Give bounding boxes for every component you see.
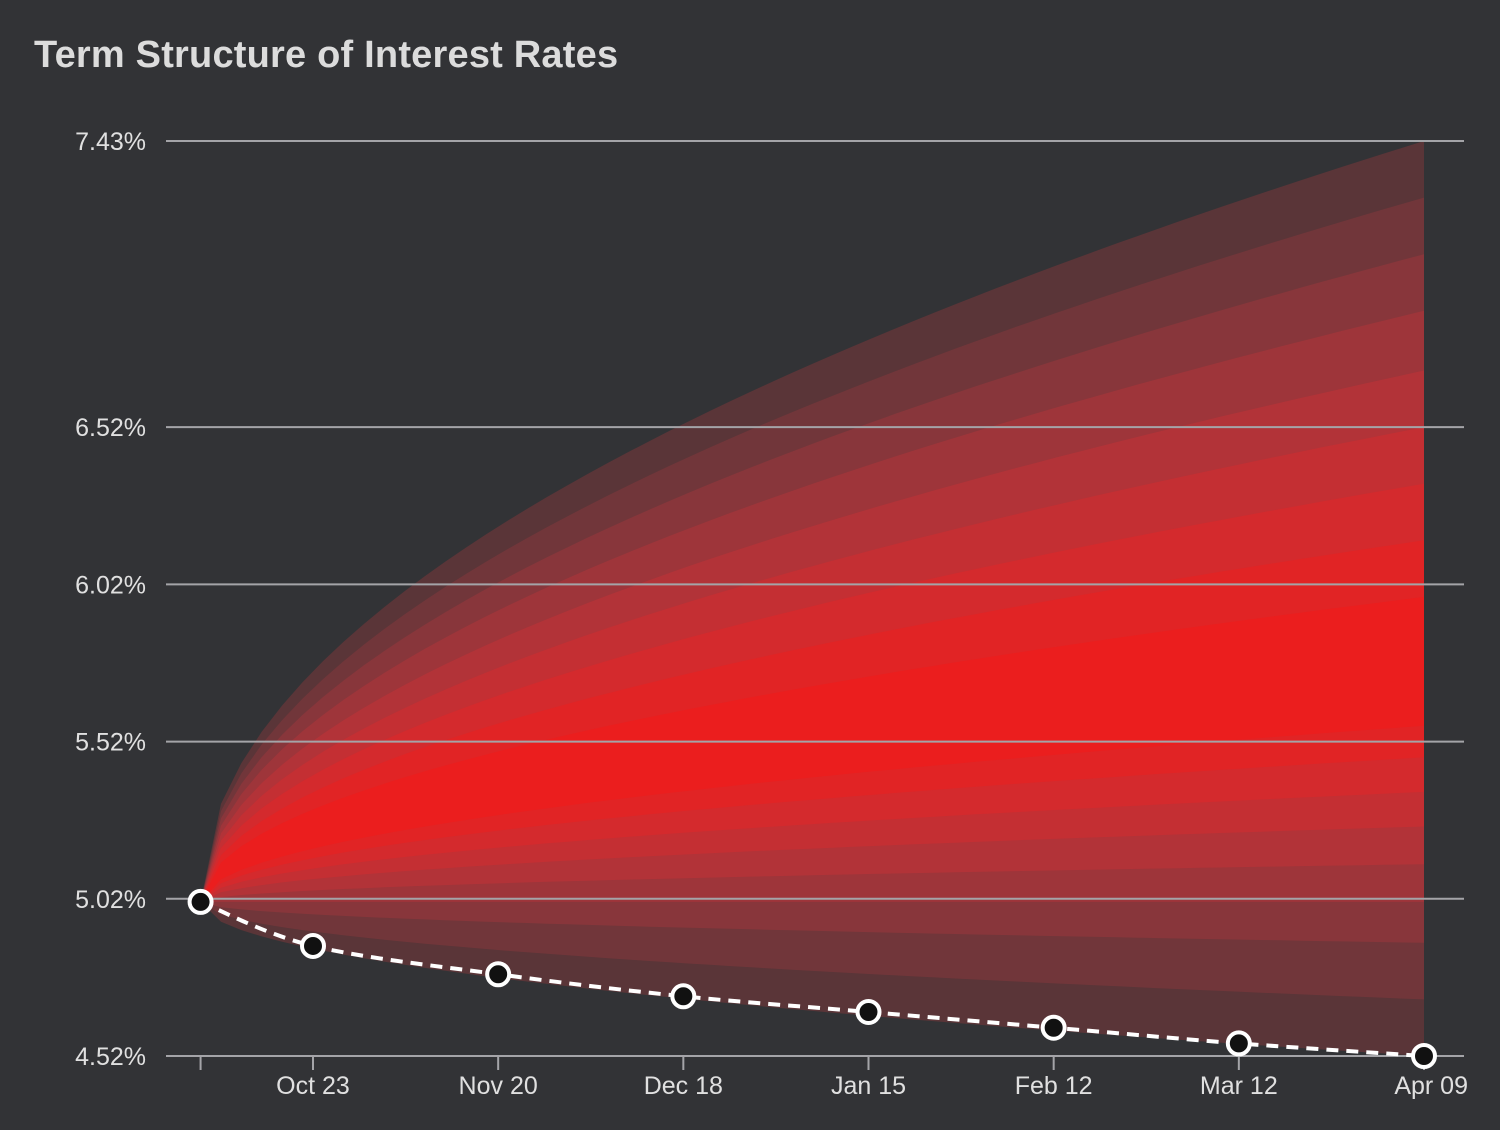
x-tick-label: Apr 09 [1394, 1072, 1468, 1100]
series-line [199, 900, 1425, 1058]
y-tick-label: 5.52% [75, 729, 146, 757]
data-point [1225, 1030, 1252, 1057]
chart-title: Term Structure of Interest Rates [34, 34, 619, 76]
fan-area [200, 141, 1425, 1056]
x-tick-label: Nov 20 [459, 1072, 538, 1100]
grid-lines [166, 140, 1464, 1057]
y-tick-label: 7.43% [75, 128, 146, 156]
series [187, 888, 1437, 1069]
x-tick-label: Mar 12 [1200, 1072, 1278, 1100]
data-point [187, 888, 214, 915]
y-tick-label: 6.52% [75, 414, 146, 442]
y-tick-label: 4.52% [75, 1043, 146, 1071]
data-point [670, 983, 697, 1010]
y-tick-label: 6.02% [75, 571, 146, 599]
fan-band-9 [200, 596, 1425, 902]
x-axis: Oct 23 Nov 20 Dec 18 Jan 15 Feb 12 Mar 12 Apr … [199, 1056, 1468, 1100]
data-point [855, 998, 882, 1025]
data-point [300, 932, 326, 959]
y-axis: 4.52% 5.02% 5.52% 6.02% 6.52% 7.43% [75, 128, 146, 1071]
data-point [1040, 1014, 1067, 1041]
data-point [485, 961, 512, 988]
x-tick-label: Feb 12 [1015, 1072, 1093, 1100]
x-tick-label: Oct 23 [276, 1072, 350, 1100]
x-tick-label: Dec 18 [644, 1072, 723, 1100]
x-tick-label: Jan 15 [831, 1072, 906, 1100]
data-point [1411, 1043, 1437, 1069]
y-tick-label: 5.02% [75, 886, 146, 914]
